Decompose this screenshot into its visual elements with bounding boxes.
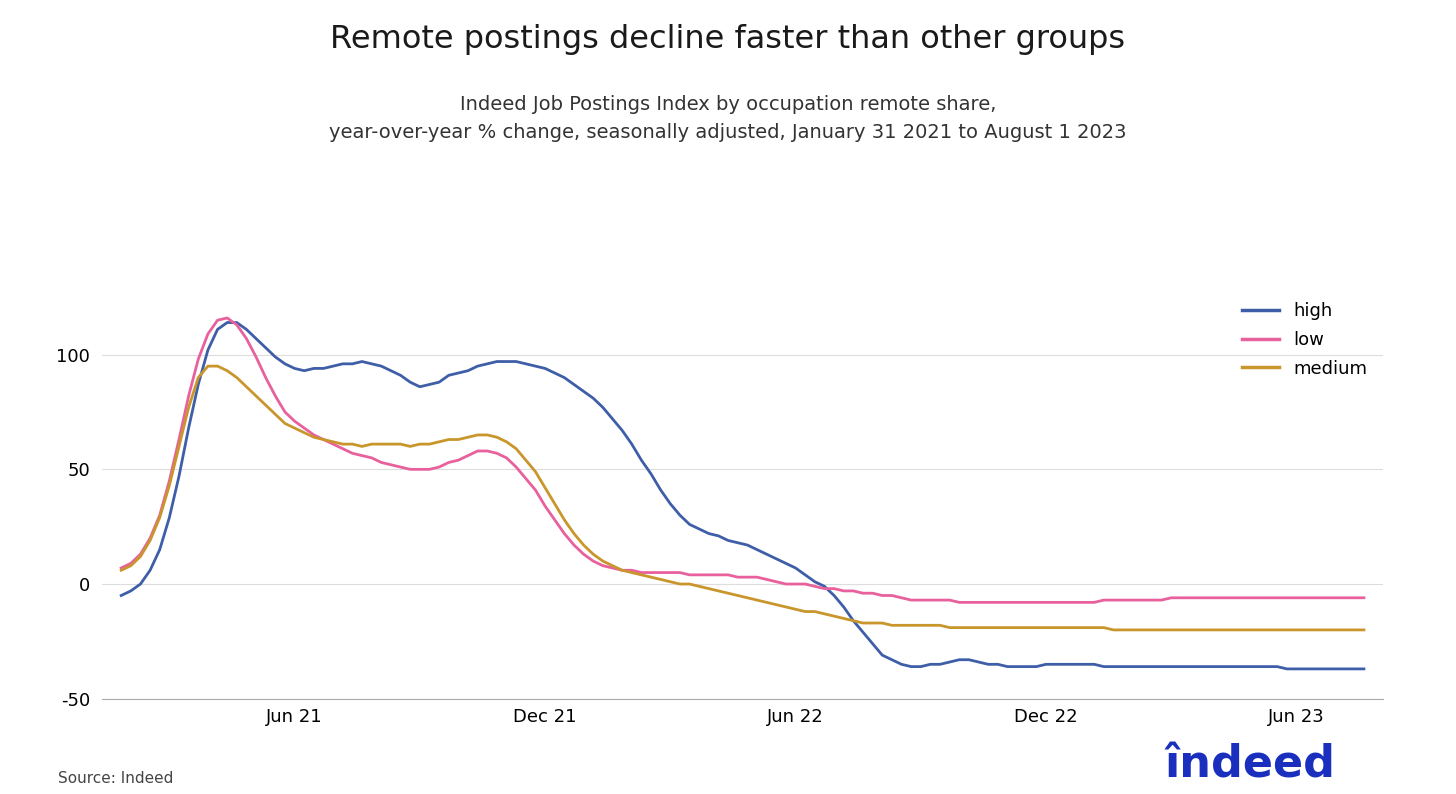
Text: Indeed Job Postings Index by occupation remote share,
year-over-year % change, s: Indeed Job Postings Index by occupation … [329,95,1127,142]
Text: Remote postings decline faster than other groups: Remote postings decline faster than othe… [331,24,1125,55]
Legend: high, low, medium: high, low, medium [1235,295,1374,385]
Text: îndeed: îndeed [1165,743,1335,786]
Text: Source: Indeed: Source: Indeed [58,771,173,786]
